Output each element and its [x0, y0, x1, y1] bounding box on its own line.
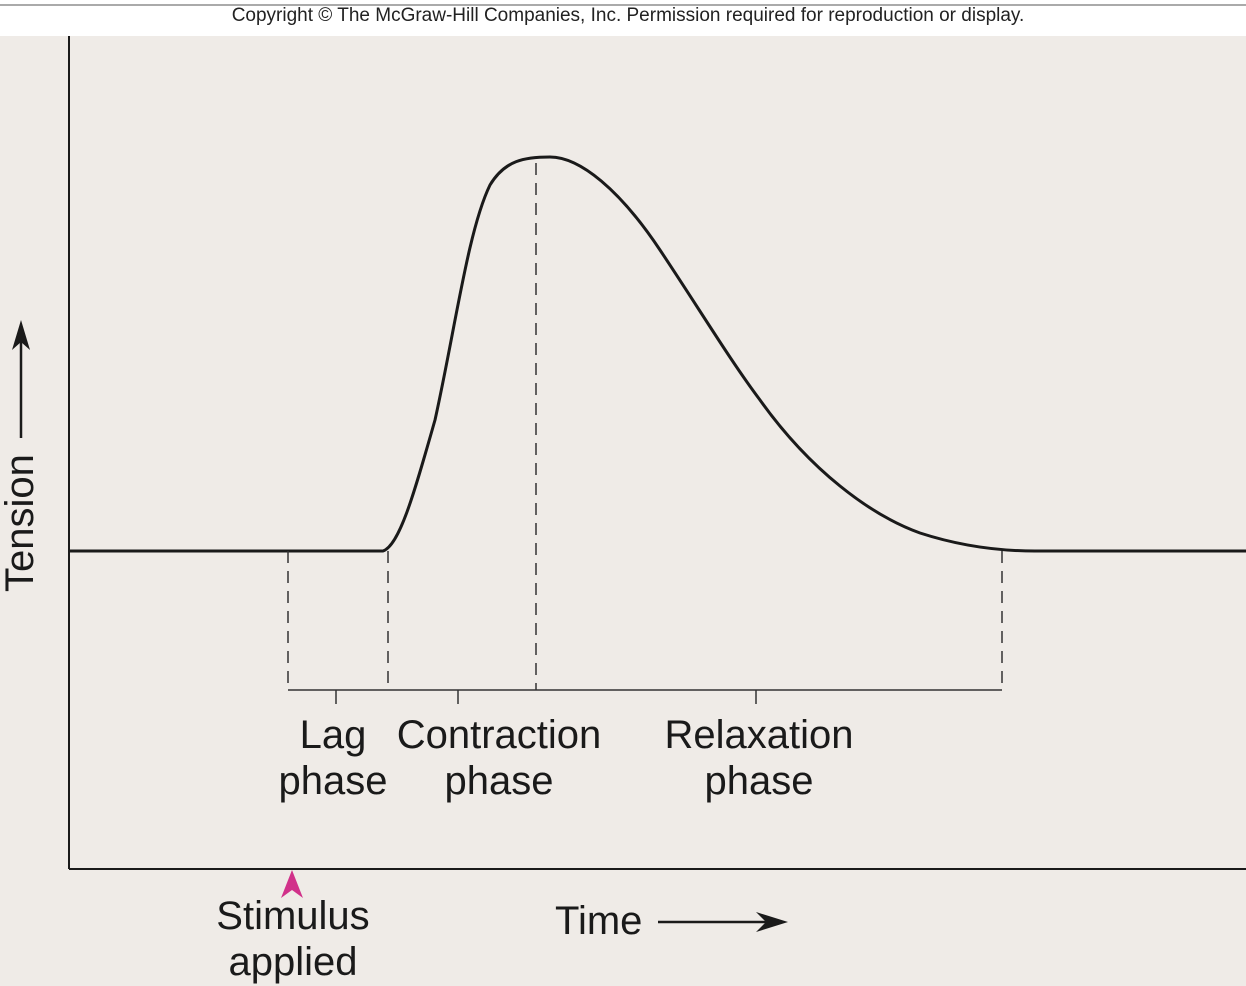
y-axis-label: Tension [0, 454, 42, 592]
x-axis-label-arrow-head-icon [756, 912, 788, 932]
contraction-phase-label-line2: phase [445, 759, 554, 803]
stimulus-label-line1: Stimulus [216, 894, 369, 938]
x-axis-label: Time [555, 899, 642, 943]
lag-phase-label-line2: phase [279, 759, 388, 803]
stimulus-label-line2: applied [228, 940, 357, 984]
stimulus-arrow-icon [281, 870, 303, 898]
contraction-phase-label-line1: Contraction [397, 713, 602, 757]
relaxation-phase-label-line1: Relaxation [664, 713, 853, 757]
copyright-notice: Copyright © The McGraw-Hill Companies, I… [232, 5, 1025, 26]
y-axis-label-arrow-head-icon [12, 320, 30, 350]
diagram-background [0, 36, 1246, 986]
lag-phase-label-line1: Lag [300, 713, 367, 757]
relaxation-phase-label-line2: phase [705, 759, 814, 803]
tension-curve [69, 155, 1246, 553]
